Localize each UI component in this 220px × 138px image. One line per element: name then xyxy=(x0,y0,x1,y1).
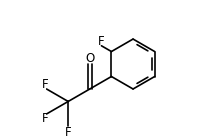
Text: F: F xyxy=(65,126,72,138)
Text: O: O xyxy=(85,52,94,65)
Text: F: F xyxy=(42,78,48,91)
Text: F: F xyxy=(98,35,105,48)
Text: F: F xyxy=(42,112,49,125)
